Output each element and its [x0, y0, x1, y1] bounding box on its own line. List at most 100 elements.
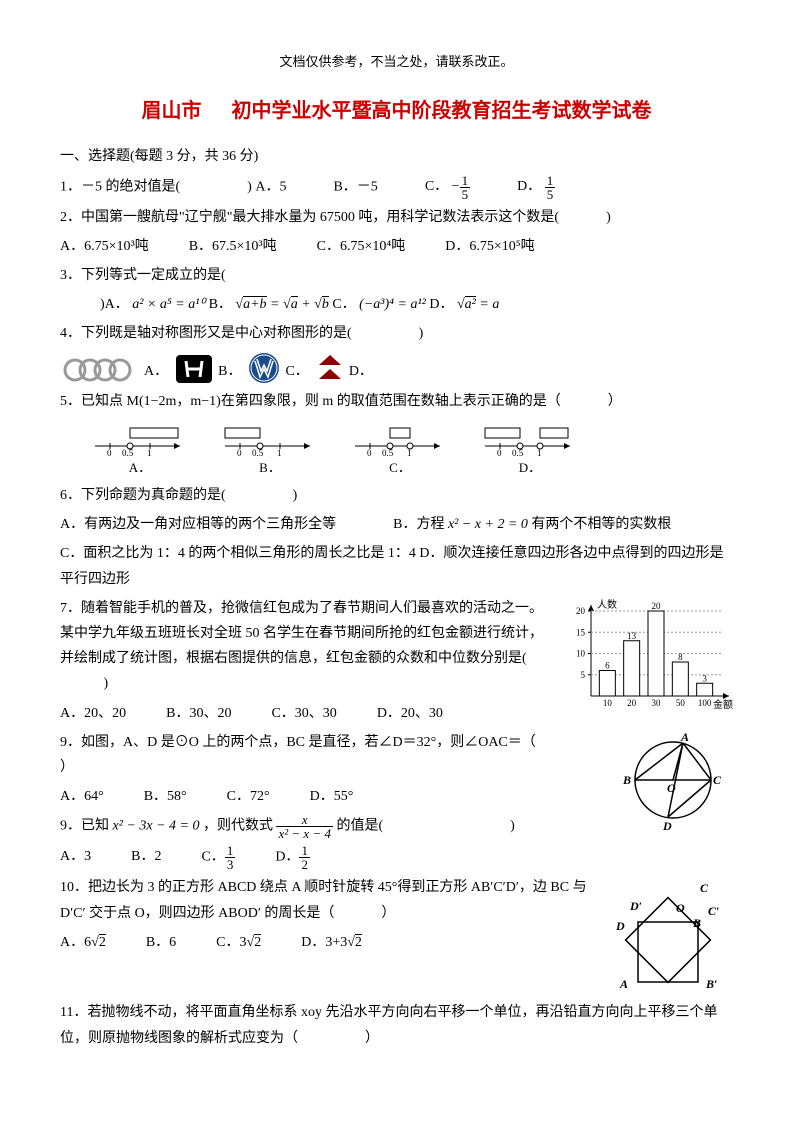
q5-a-label: A． — [90, 456, 190, 479]
svg-text:C: C — [700, 881, 709, 895]
q7-b: B．30、20 — [166, 701, 231, 726]
citroen-icon — [315, 351, 345, 385]
q5-d-label: D． — [480, 456, 580, 479]
q1-a: A．5 — [255, 179, 286, 194]
svg-text:10: 10 — [576, 648, 586, 658]
svg-text:C′: C′ — [708, 904, 719, 918]
q8-c: C．72° — [227, 784, 270, 809]
svg-text:20: 20 — [652, 601, 662, 611]
svg-text:1: 1 — [277, 448, 282, 456]
q9-frac-den: x² − x − 4 — [276, 827, 332, 840]
svg-text:D′: D′ — [629, 899, 642, 913]
q1-d: D． 15 — [517, 179, 555, 194]
svg-text:50: 50 — [676, 698, 686, 708]
q4-close: ) — [419, 326, 424, 341]
q8-d: D．55° — [310, 784, 354, 809]
q4-images: A． B． C． D． — [60, 351, 733, 385]
q2-d: D．6.75×10⁵吨 — [445, 234, 534, 259]
q6-b-eq: x² − x + 2 = 0 — [448, 517, 528, 532]
svg-text:0: 0 — [367, 448, 372, 456]
q4-opt-a: A． — [60, 355, 168, 385]
q9-close: ) — [510, 819, 515, 834]
q5-numline-d: 0 0.5 1 D． — [480, 418, 580, 479]
q9-a: A．3 — [60, 844, 91, 871]
svg-text:30: 30 — [652, 698, 662, 708]
q3-d: D． — [429, 297, 453, 312]
q10-b: B．6 — [146, 930, 176, 955]
question-11: 11．若抛物线不动，将平面直角坐标系 xoy 先沿水平方向向右平移一个单位，再沿… — [60, 1000, 733, 1050]
q4-c-label: C． — [285, 359, 308, 384]
q7-options: A．20、20 B．30、20 C．30、30 D．20、30 — [60, 701, 555, 726]
svg-text:C: C — [713, 773, 722, 787]
q9-suffix: 的值是( — [336, 819, 383, 834]
svg-text:0: 0 — [497, 448, 502, 456]
q7-c: C．30、30 — [271, 701, 336, 726]
q6-c: C．面积之比为 1：4 的两个相似三角形的周长之比是 1：4 D．顺次连接任意四… — [60, 541, 733, 591]
svg-text:20: 20 — [627, 698, 637, 708]
q3-eqA: a² × a⁵ = a¹⁰ — [132, 297, 205, 312]
q10-stem: 10．把边长为 3 的正方形 ABCD 绕点 A 顺时针旋转 45°得到正方形 … — [60, 880, 587, 920]
q7-stem: 7．随着智能手机的普及，抢微信红包成为了春节期间人们最喜欢的活动之一。某中学九年… — [60, 601, 543, 666]
q9-b: B．2 — [131, 844, 161, 871]
q6-b-suffix: 有两个不相等的实数根 — [531, 517, 671, 532]
question-1: 1．－5 的绝对值是( ) A．5 B．－5 C． −15 D． 15 — [60, 174, 733, 201]
q1-c: C． −15 — [425, 179, 474, 194]
section-heading: 一、选择题(每题 3 分，共 36 分) — [60, 144, 733, 169]
svg-text:13: 13 — [627, 631, 637, 641]
header-note: 文档仅供参考，不当之处，请联系改正。 — [60, 50, 733, 73]
q10-options: A．6√2 B．6 C．3√2 D．3+3√2 — [60, 930, 595, 955]
q9-options: A．3 B．2 C．13 D．12 — [60, 844, 733, 871]
circle-diagram: A B C D O — [613, 730, 733, 840]
q10-a: A．6√2 — [60, 930, 106, 955]
svg-text:B′: B′ — [705, 977, 717, 991]
q5-numline-c: 0 0.5 1 C． — [350, 418, 450, 479]
svg-text:1: 1 — [147, 448, 152, 456]
svg-text:1: 1 — [537, 448, 542, 456]
q4-d-label: D． — [349, 359, 373, 384]
q5-numlines: 0 0.5 1 A． 0 0.5 1 B． — [90, 418, 733, 479]
audi-icon — [60, 355, 140, 385]
svg-text:0.5: 0.5 — [512, 448, 524, 456]
svg-text:0: 0 — [237, 448, 242, 456]
title-city: 眉山市 — [142, 100, 202, 122]
svg-text:6: 6 — [605, 660, 610, 670]
q1-stem: 1．－5 的绝对值是( — [60, 179, 180, 194]
q3-options: )A． a² × a⁵ = a¹⁰ B． √a+b = √a + √b C． (… — [100, 292, 733, 317]
q8-a: A．64° — [60, 784, 104, 809]
q6-a: A．有两边及一角对应相等的两个三角形全等 — [60, 517, 336, 532]
svg-text:15: 15 — [576, 627, 586, 637]
question-4: 4．下列既是轴对称图形又是中心对称图形的是( ) — [60, 321, 733, 346]
svg-text:8: 8 — [678, 652, 683, 662]
q10-d: D．3+3√2 — [301, 930, 362, 955]
q11-stem: 11．若抛物线不动，将平面直角坐标系 xoy 先沿水平方向向右平移一个单位，再沿… — [60, 1005, 717, 1045]
svg-text:100: 100 — [698, 698, 712, 708]
q2-options: A．6.75×10³吨 B．67.5×10³吨 C．6.75×10⁴吨 D．6.… — [60, 234, 733, 259]
q8-close: ） — [60, 760, 74, 775]
q5-b-label: B． — [220, 456, 320, 479]
question-5: 5．已知点 M(1−2m，m−1)在第四象限，则 m 的取值范围在数轴上表示正确… — [60, 389, 733, 414]
svg-text:0: 0 — [107, 448, 112, 456]
svg-text:1: 1 — [407, 448, 412, 456]
q9-prefix: 9．已知 — [60, 819, 113, 834]
q5-stem: 5．已知点 M(1−2m，m−1)在第四象限，则 m 的取值范围在数轴上表示正确… — [60, 394, 561, 409]
q2-b: B．67.5×10³吨 — [189, 234, 277, 259]
svg-text:A: A — [680, 730, 689, 744]
q9-mid: ，则代数式 — [203, 819, 277, 834]
q3-stem: 3．下列等式一定成立的是( — [60, 268, 226, 283]
question-6: 6．下列命题为真命题的是( ) — [60, 483, 733, 508]
q4-opt-b: B． — [174, 353, 241, 385]
q9-eq1: x² − 3x − 4 = 0 — [113, 819, 200, 834]
q5-close: ） — [608, 394, 622, 409]
question-2: 2．中国第一艘航母"辽宁舰"最大排水量为 67500 吨，用科学记数法表示这个数… — [60, 205, 733, 230]
q2-close: ) — [606, 210, 611, 225]
title-rest — [207, 100, 227, 122]
q4-b-label: B． — [218, 359, 241, 384]
svg-text:B: B — [622, 773, 631, 787]
svg-text:金额: 金额 — [713, 698, 733, 711]
q2-c: C．6.75×10⁴吨 — [317, 234, 406, 259]
svg-text:人数: 人数 — [597, 598, 617, 611]
svg-text:0.5: 0.5 — [252, 448, 264, 456]
q6-b-prefix: B．方程 — [393, 517, 448, 532]
question-7-block: 5101520人数金额610132020308503100 7．随着智能手机的普… — [60, 596, 733, 955]
question-3: 3．下列等式一定成立的是( — [60, 263, 733, 288]
